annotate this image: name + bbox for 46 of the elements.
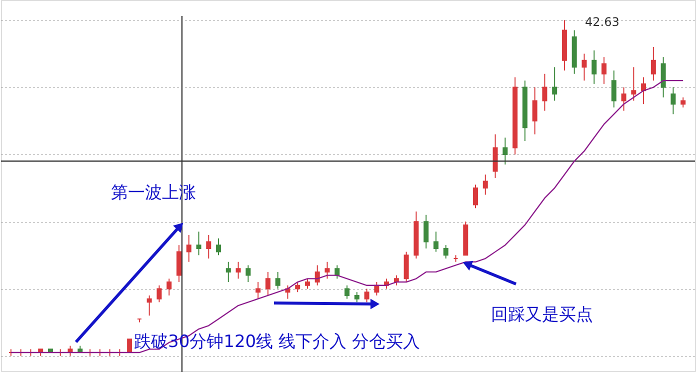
candlestick xyxy=(502,137,508,166)
candlestick xyxy=(344,284,350,300)
candlestick xyxy=(354,292,360,303)
candlestick xyxy=(670,86,676,115)
candlestick xyxy=(680,96,686,108)
candlestick xyxy=(641,76,646,105)
candlestick xyxy=(364,288,370,303)
candlestick xyxy=(127,338,132,354)
candlestick xyxy=(611,70,616,108)
candlestick xyxy=(650,46,656,82)
candlestick xyxy=(226,261,231,283)
candlestick xyxy=(304,278,310,290)
candlestick xyxy=(404,251,409,283)
candlestick xyxy=(206,234,212,260)
candlestick xyxy=(156,284,162,303)
candlestick xyxy=(492,134,498,178)
candlestick xyxy=(256,282,261,300)
candlestick xyxy=(592,50,597,84)
candlestick xyxy=(176,244,182,283)
candlestick xyxy=(295,282,300,293)
candlestick xyxy=(186,234,192,262)
candlestick xyxy=(552,66,558,102)
candlestick xyxy=(621,86,626,112)
candlestick xyxy=(146,294,152,316)
candlestick xyxy=(216,238,222,256)
candlestick xyxy=(324,261,330,280)
annotation: 回踩又是买点 xyxy=(491,305,593,325)
candlestick xyxy=(473,184,478,209)
candlestick xyxy=(443,244,448,260)
candlestick xyxy=(196,231,202,256)
candlestick xyxy=(532,86,538,135)
candlestick xyxy=(236,261,241,280)
candlestick xyxy=(246,264,251,283)
candlestick xyxy=(482,174,488,196)
candlestick xyxy=(166,278,172,296)
candlestick xyxy=(275,271,280,290)
annotation: 42.63 xyxy=(585,15,620,29)
candlestick xyxy=(631,66,636,102)
candlestick xyxy=(542,73,548,112)
candlestick xyxy=(265,271,270,296)
candlestick xyxy=(334,264,340,280)
candlestick xyxy=(660,56,666,98)
candlestick xyxy=(433,231,438,252)
candlestick xyxy=(582,53,587,82)
candlestick xyxy=(424,214,429,249)
candlestick xyxy=(602,56,607,84)
